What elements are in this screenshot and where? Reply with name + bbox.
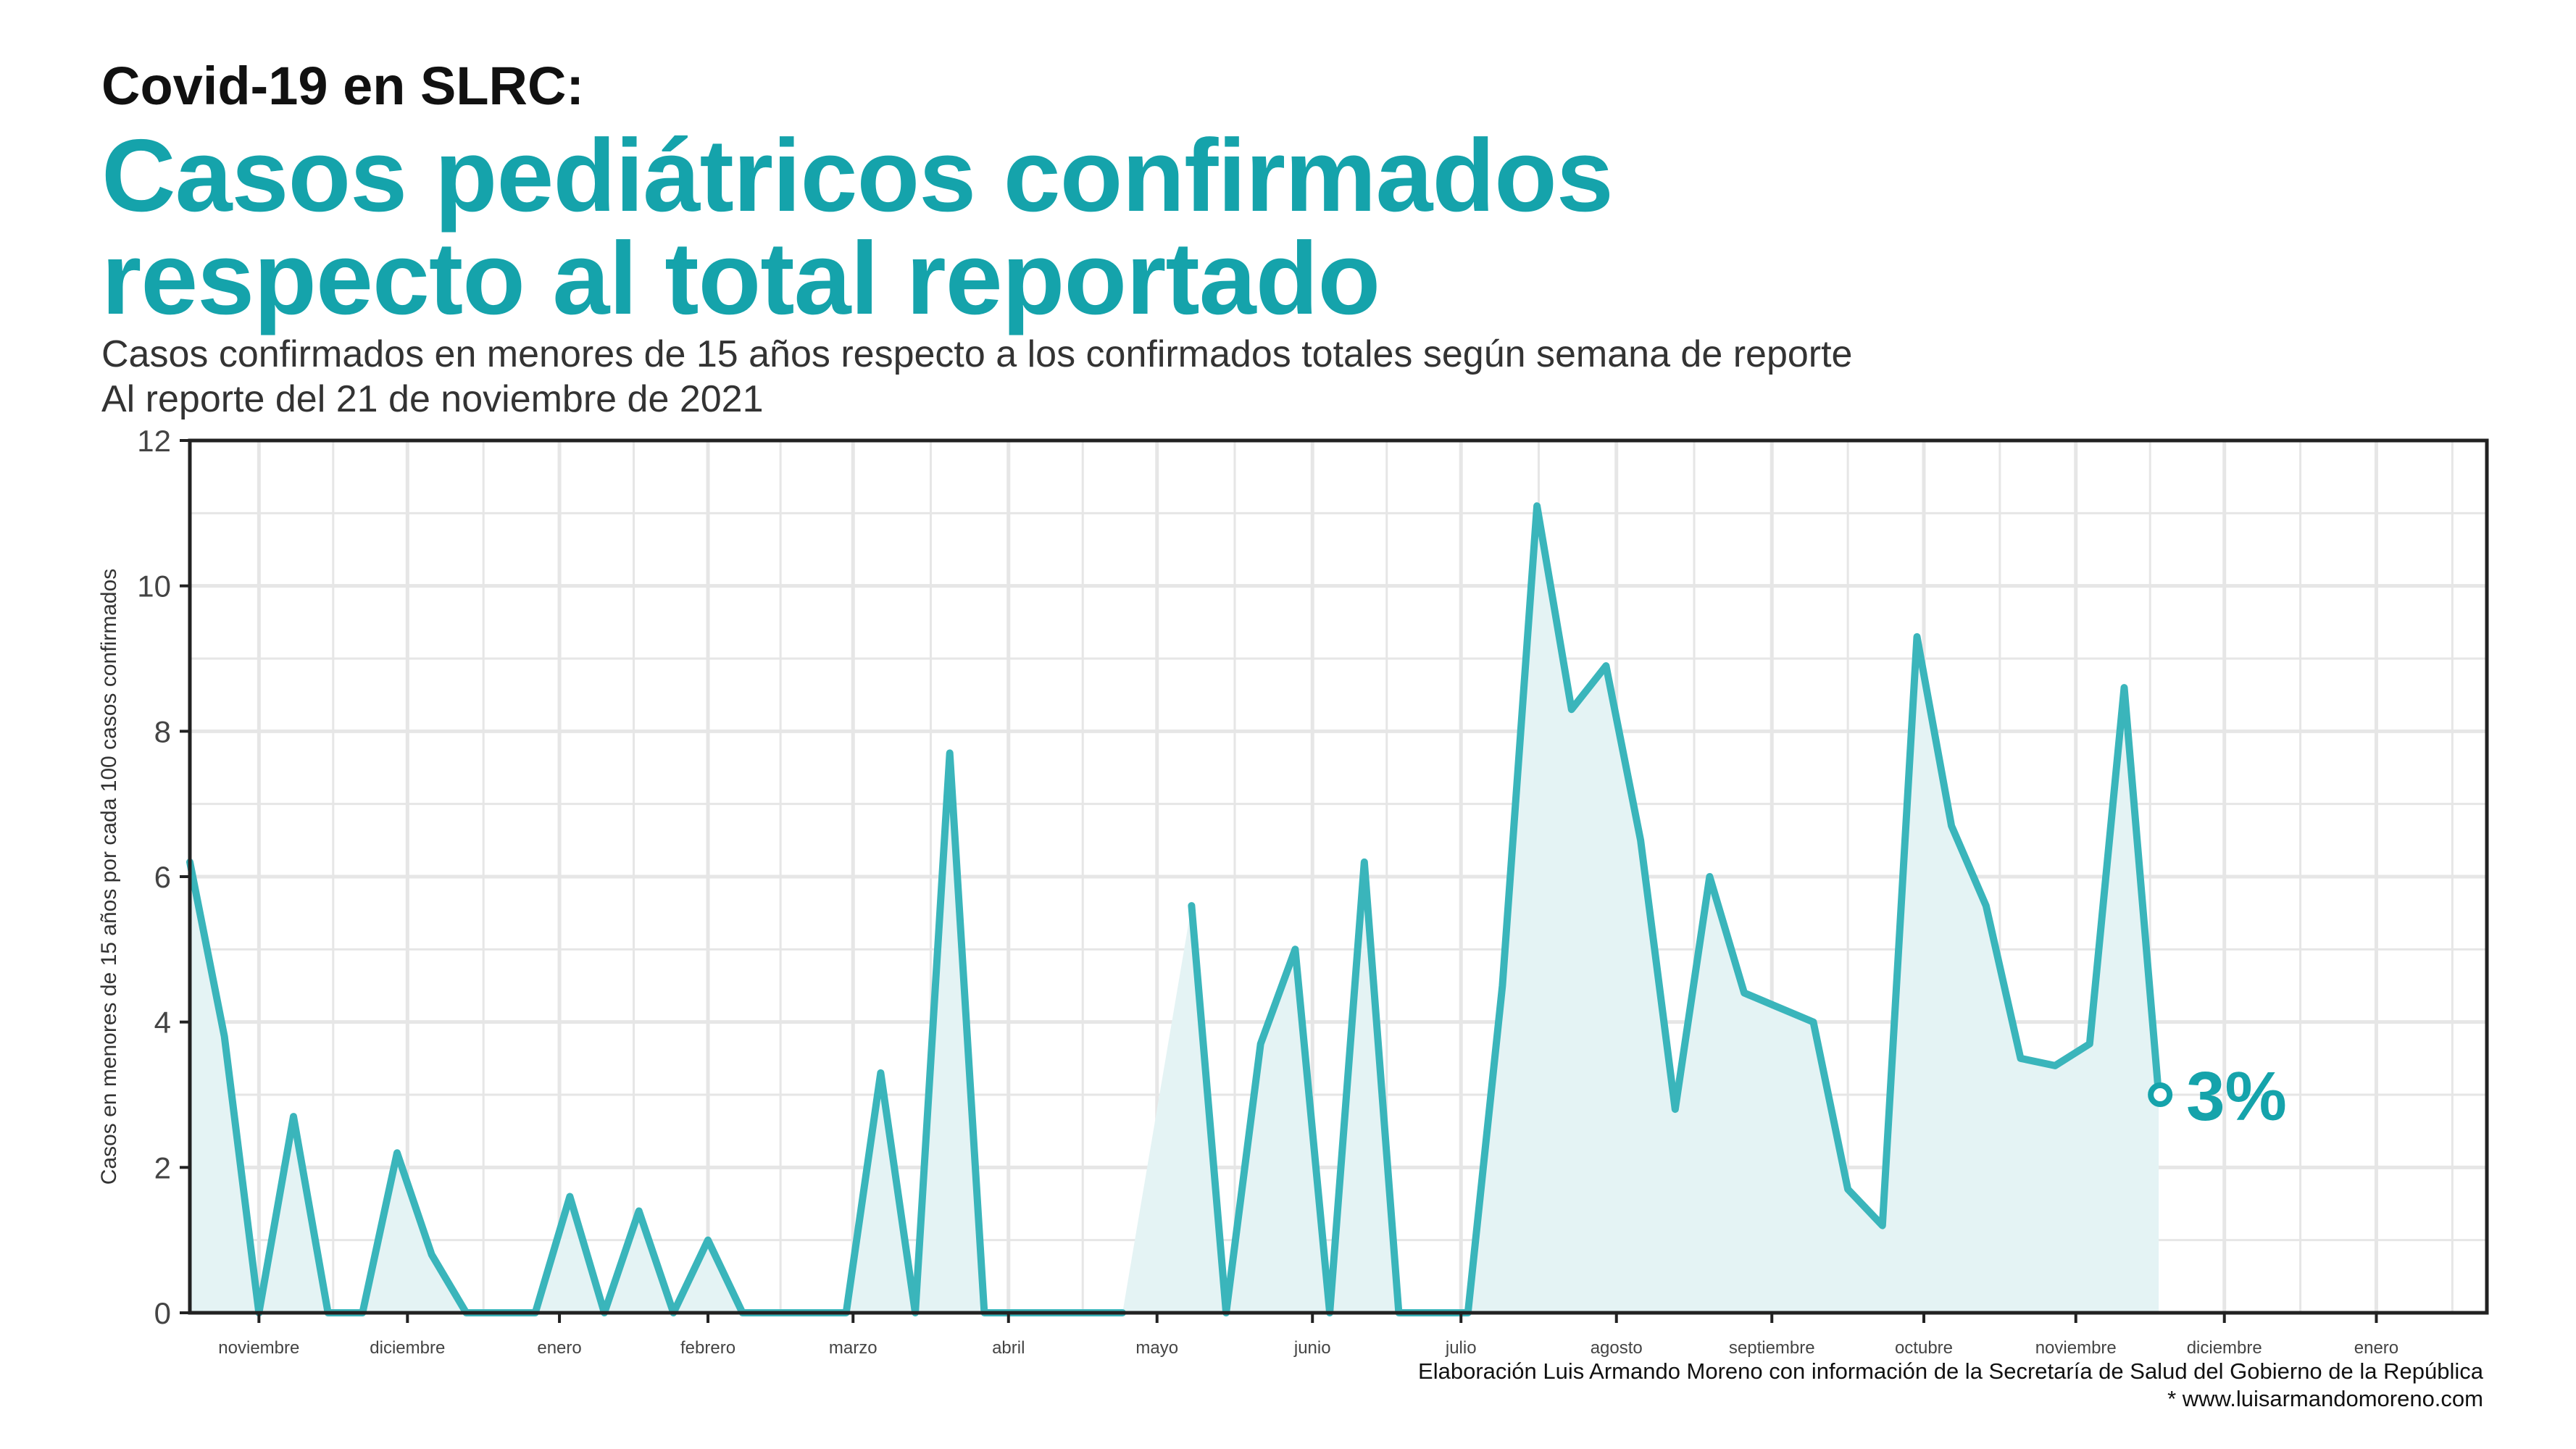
data-point — [1050, 1309, 1057, 1316]
data-point — [1844, 1185, 1851, 1193]
x-tick-label: marzo — [829, 1338, 878, 1358]
data-point — [1084, 1309, 1091, 1316]
data-point — [980, 1309, 988, 1316]
data-point — [359, 1309, 366, 1316]
x-tick-label: julio — [1445, 1338, 1477, 1358]
data-point — [290, 1113, 297, 1120]
data-point — [1499, 982, 1506, 990]
x-tick-label: junio — [1293, 1338, 1331, 1358]
data-point — [1568, 706, 1575, 713]
data-point — [739, 1309, 746, 1316]
data-point — [1602, 662, 1609, 669]
data-point — [773, 1309, 780, 1316]
chart-subtitle-line2: Al reporte del 21 de noviembre de 2021 — [101, 378, 764, 420]
series-area-fill — [190, 506, 2159, 1313]
source-text: Elaboración Luis Armando Moreno con info… — [1418, 1358, 2483, 1384]
data-point — [462, 1309, 470, 1316]
data-point — [1983, 902, 1990, 909]
data-point — [601, 1309, 608, 1316]
x-tick-label: agosto — [1591, 1338, 1643, 1358]
chart-kicker: Covid-19 en SLRC: — [101, 56, 585, 116]
data-point — [2086, 1040, 2093, 1048]
x-tick-label: diciembre — [370, 1338, 445, 1358]
data-point — [1395, 1309, 1402, 1316]
y-tick-label: 12 — [137, 424, 171, 458]
x-tick-label: mayo — [1135, 1338, 1178, 1358]
data-point — [1948, 822, 1955, 830]
data-point — [255, 1309, 262, 1316]
data-point — [1188, 902, 1195, 909]
data-point — [635, 1208, 643, 1215]
x-tick-label: noviembre — [218, 1338, 299, 1358]
data-point — [2120, 684, 2127, 691]
data-point — [532, 1309, 539, 1316]
data-point — [1222, 1309, 1230, 1316]
data-point — [1706, 873, 1713, 880]
end-value-label: 3% — [2186, 1058, 2287, 1135]
y-tick-label: 10 — [137, 569, 171, 604]
y-tick-label: 0 — [154, 1296, 171, 1330]
chart-title-line2: respecto al total reportado — [101, 221, 1380, 336]
data-point — [1257, 1040, 1264, 1048]
data-point — [2017, 1055, 2024, 1062]
x-tick-label: abril — [992, 1338, 1025, 1358]
data-point — [393, 1149, 401, 1156]
data-point — [566, 1193, 573, 1200]
x-tick-label: octubre — [1895, 1338, 1953, 1358]
x-tick-label: enero — [537, 1338, 581, 1358]
data-point — [1326, 1309, 1333, 1316]
data-point — [1119, 1309, 1126, 1316]
data-point — [325, 1309, 332, 1316]
website-text: * www.luisarmandomoreno.com — [2167, 1386, 2483, 1411]
chart-title-line1: Casos pediátricos confirmados — [101, 118, 1614, 233]
data-point — [1775, 1004, 1783, 1011]
x-tick-label: septiembre — [1729, 1338, 1815, 1358]
data-point — [843, 1309, 850, 1316]
x-tick-label: noviembre — [2035, 1338, 2117, 1358]
data-point — [877, 1069, 884, 1077]
data-point — [1430, 1309, 1437, 1316]
data-point — [1913, 633, 1920, 640]
y-tick-label: 6 — [154, 860, 171, 894]
x-tick-label: diciembre — [2187, 1338, 2262, 1358]
data-point — [497, 1309, 504, 1316]
chart-subtitle-line1: Casos confirmados en menores de 15 años … — [101, 333, 1853, 375]
data-point — [221, 1033, 228, 1040]
data-point — [912, 1309, 919, 1316]
data-point — [1291, 945, 1299, 953]
y-tick-label: 4 — [154, 1006, 171, 1040]
chart-subtitle: Casos confirmados en menores de 15 años … — [101, 332, 1852, 422]
data-point — [428, 1251, 435, 1258]
axis-ticks: 0 2 4 6 8 10 12 noviembre diciembre enero febrero m… — [137, 424, 2398, 1358]
data-point — [1464, 1309, 1472, 1316]
data-point — [1015, 1309, 1022, 1316]
data-point — [1879, 1222, 1886, 1229]
source-caption: Elaboración Luis Armando Moreno con info… — [1418, 1358, 2483, 1413]
data-point — [704, 1237, 712, 1244]
y-axis-label: Casos en menores de 15 años por cada 100… — [97, 569, 121, 1185]
data-point — [1361, 859, 1368, 866]
data-point — [946, 749, 954, 756]
x-tick-label: febrero — [680, 1338, 735, 1358]
y-tick-label: 2 — [154, 1151, 171, 1185]
data-point — [1741, 990, 1748, 997]
data-point — [186, 859, 193, 866]
data-point — [1533, 502, 1541, 509]
chart-title: Casos pediátricos confirmados respecto a… — [101, 125, 1614, 330]
data-point — [808, 1309, 815, 1316]
y-tick-label: 8 — [154, 714, 171, 748]
x-tick-label: enero — [2354, 1338, 2398, 1358]
end-point-marker — [2148, 1082, 2173, 1107]
data-point — [670, 1309, 677, 1316]
data-point — [2051, 1062, 2059, 1069]
data-point — [1809, 1019, 1817, 1026]
data-point — [1672, 1106, 1679, 1113]
data-point — [1637, 837, 1644, 844]
